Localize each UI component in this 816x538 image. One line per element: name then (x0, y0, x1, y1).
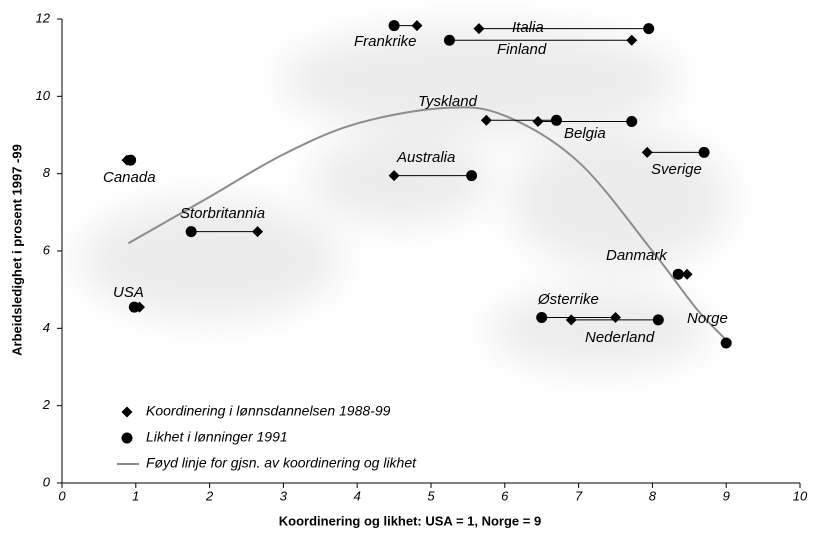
x-tick-label: 6 (501, 488, 509, 503)
country-label: Italia (512, 19, 544, 36)
fit-line (127, 106, 727, 341)
x-tick-label: 9 (723, 488, 730, 503)
point-circle (536, 312, 548, 324)
point-diamond (626, 34, 638, 46)
point-diamond (411, 20, 423, 32)
point-diamond (252, 226, 264, 238)
x-tick-label: 0 (58, 488, 66, 503)
x-tick-label: 7 (575, 488, 583, 503)
point-circle (626, 115, 638, 127)
point-circle (443, 34, 455, 46)
y-tick-label: 4 (43, 320, 50, 335)
country-label: Nederland (585, 329, 655, 346)
x-tick-label: 3 (280, 488, 288, 503)
legend-label: Likhet i lønninger 1991 (146, 429, 288, 445)
y-axis-title: Arbeidsledighet i prosent 1997 -99 (9, 144, 24, 356)
point-circle (643, 23, 655, 35)
y-tick-label: 10 (36, 88, 51, 103)
country-label: Tyskland (418, 93, 478, 110)
point-circle (672, 268, 684, 280)
legend-label: Føyd linje for gjsn. av koordinering og … (146, 455, 417, 471)
point-diamond (565, 314, 577, 326)
x-tick-label: 10 (793, 488, 808, 503)
background-shading (80, 25, 730, 370)
country-label: Finland (497, 41, 547, 58)
point-circle (466, 170, 478, 182)
point-circle (125, 154, 137, 166)
x-tick-label: 4 (354, 488, 361, 503)
point-diamond (388, 170, 400, 182)
y-tick-label: 2 (42, 397, 51, 412)
legend-marker (121, 406, 133, 418)
point-circle (698, 146, 710, 158)
country-label: Sverige (651, 161, 702, 178)
country-label: Danmark (606, 247, 668, 264)
point-diamond (473, 23, 485, 35)
y-tick-label: 0 (43, 474, 51, 489)
country-label: USA (113, 284, 144, 301)
point-diamond (532, 115, 544, 127)
country-label: Norge (687, 310, 728, 327)
point-diamond (610, 312, 621, 324)
country-label: Østerrike (537, 291, 599, 308)
y-tick-label: 12 (36, 10, 51, 25)
x-tick-label: 8 (649, 488, 657, 503)
point-diamond (480, 114, 492, 126)
point-circle (128, 301, 140, 313)
point-circle (388, 20, 400, 32)
y-tick-label: 8 (43, 165, 51, 180)
point-diamond (641, 146, 653, 158)
x-tick-label: 2 (205, 488, 214, 503)
country-label: Frankrike (354, 33, 417, 50)
y-tick-label: 6 (43, 242, 51, 257)
point-circle (720, 337, 732, 349)
country-label: Canada (103, 169, 156, 186)
country-label: Storbritannia (180, 205, 265, 222)
point-circle (652, 314, 664, 326)
x-tick-label: 1 (132, 488, 139, 503)
country-label: Australia (396, 149, 455, 166)
point-circle (550, 114, 562, 126)
point-diamond (681, 268, 693, 280)
legend-label: Koordinering i lønnsdannelsen 1988-99 (146, 403, 391, 419)
x-axis-title: Koordinering og likhet: USA = 1, Norge =… (279, 513, 541, 528)
country-label: Belgia (564, 125, 606, 142)
legend-marker (121, 432, 133, 444)
point-circle (185, 226, 197, 238)
x-tick-label: 5 (427, 488, 435, 503)
